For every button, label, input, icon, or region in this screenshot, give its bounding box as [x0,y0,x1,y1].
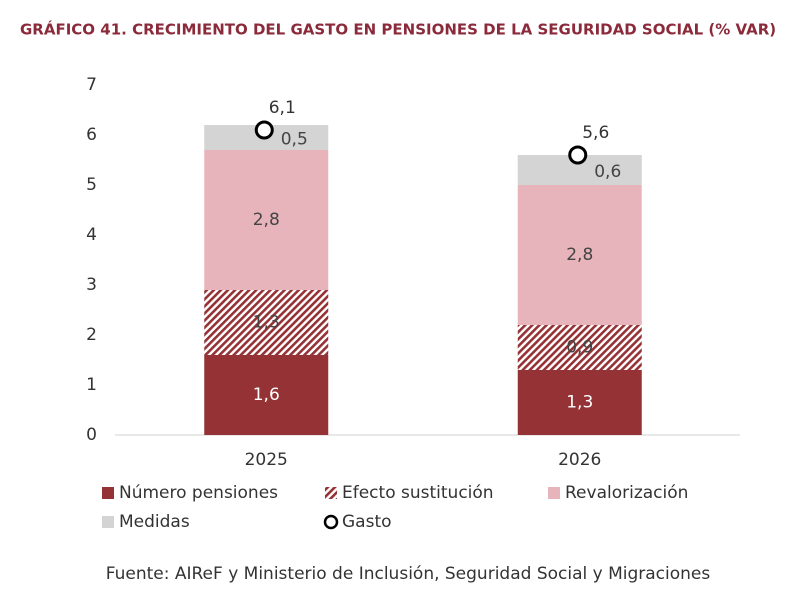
y-tick-label: 3 [86,275,97,295]
bar-segment [204,290,329,355]
legend-label: Revalorización [565,483,688,503]
gasto-marker [568,145,588,165]
y-tick-label: 2 [86,325,97,345]
y-tick-label: 7 [86,75,97,95]
data-label: 1,3 [253,313,280,333]
legend-label: Número pensiones [119,483,278,503]
bar-segment [517,185,642,325]
data-label: 6,1 [269,98,296,118]
x-tick-label: 2026 [558,450,601,470]
data-label: 0,5 [281,130,308,150]
gasto-marker [254,120,274,140]
legend-swatch [102,487,114,499]
x-tick-label: 2025 [245,450,288,470]
bar-segment [204,150,329,290]
data-label: 5,6 [582,123,609,143]
data-label: 2,8 [253,210,280,230]
bar-segment [204,355,329,435]
data-label: 0,9 [566,338,593,358]
data-label: 0,6 [594,162,621,182]
bar-segment [517,370,642,435]
y-tick-label: 5 [86,175,97,195]
legend-label: Medidas [119,512,190,532]
data-label: 2,8 [566,245,593,265]
y-tick-label: 1 [86,375,97,395]
y-tick-label: 6 [86,125,97,145]
y-tick-label: 4 [86,225,97,245]
legend-swatch [102,516,114,528]
bar-segment [517,325,642,370]
legend-label: Efecto sustitución [342,483,494,503]
source-note: Fuente: AIReF y Ministerio de Inclusión,… [106,564,711,584]
chart-title: GRÁFICO 41. CRECIMIENTO DEL GASTO EN PEN… [20,20,776,39]
y-tick-label: 0 [86,425,97,445]
legend-swatch [548,487,560,499]
legend-swatch [325,487,337,499]
legend-marker [323,514,339,530]
legend-label: Gasto [342,512,392,532]
data-label: 1,3 [566,393,593,413]
data-label: 1,6 [253,385,280,405]
